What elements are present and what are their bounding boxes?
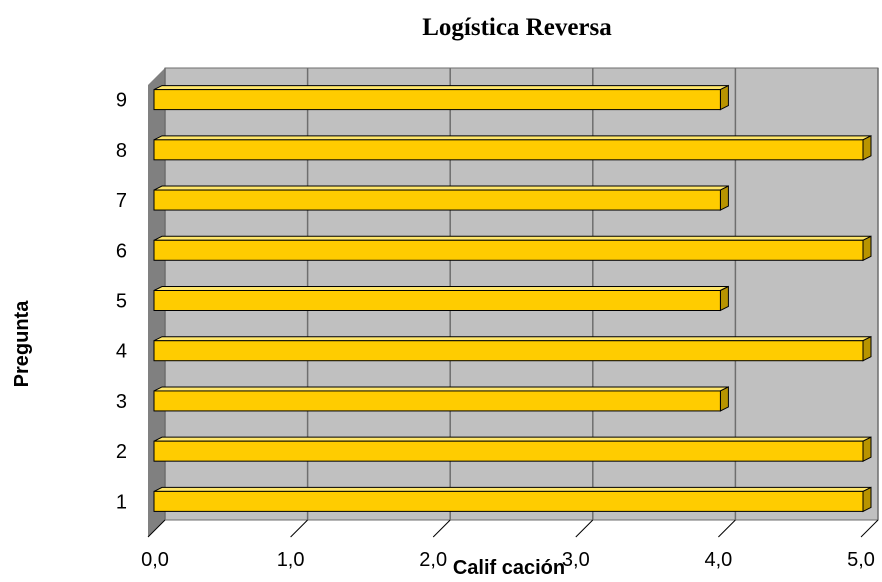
- bar: [153, 235, 872, 262]
- bar-front: [153, 239, 864, 261]
- y-tick-label: 7: [116, 190, 127, 212]
- bar-end: [862, 235, 872, 262]
- y-tick-label: 2: [116, 441, 127, 463]
- bar: [153, 84, 729, 111]
- x-tick-mark: [290, 519, 308, 538]
- bar-top: [153, 336, 872, 342]
- bar-end: [719, 386, 729, 412]
- y-tick-label: 6: [116, 240, 127, 262]
- y-tick-label: 3: [116, 391, 127, 413]
- bar-end: [862, 135, 872, 161]
- y-tick-label: 5: [116, 291, 127, 313]
- bar: [153, 185, 729, 211]
- x-tick-mark: [432, 519, 451, 538]
- bar-front: [153, 290, 721, 311]
- chart-title: Logística Reversa: [422, 14, 612, 41]
- bar-front: [153, 390, 721, 412]
- x-tick-label: 3,0: [562, 549, 590, 571]
- x-tick-mark: [575, 519, 594, 538]
- bar: [153, 285, 729, 312]
- bar-end: [862, 335, 872, 362]
- bar: [153, 135, 872, 161]
- bar-top: [153, 386, 729, 392]
- x-tick-label: 4,0: [704, 549, 732, 571]
- x-tick-label: 5,0: [847, 549, 875, 571]
- y-axis-title: Pregunta: [11, 300, 33, 388]
- x-tick-mark: [147, 519, 166, 538]
- bar: [153, 486, 872, 513]
- bar-front: [153, 189, 721, 211]
- y-tick-labels: 1 2 3 4 5 6 7 8 9: [116, 90, 127, 514]
- bar-top: [153, 85, 729, 91]
- x-axis-title: Calif cación: [453, 557, 565, 579]
- y-tick-label: 8: [116, 140, 127, 162]
- y-tick-label: 9: [116, 90, 127, 112]
- x-tick-label: 2,0: [419, 549, 447, 571]
- bar-end: [862, 436, 872, 462]
- bars: [153, 84, 872, 513]
- bar-top: [153, 436, 872, 442]
- bar-top: [153, 486, 872, 492]
- x-tick-label: 1,0: [277, 549, 305, 571]
- x-tick-mark: [860, 519, 879, 538]
- bar-front: [153, 440, 864, 462]
- bar-top: [153, 235, 872, 241]
- bar-front: [153, 490, 864, 512]
- bar-end: [719, 285, 729, 312]
- y-tick-label: 4: [116, 341, 127, 363]
- bar: [153, 335, 872, 362]
- bar-top: [153, 135, 872, 141]
- bar-front: [153, 340, 864, 362]
- bar: [153, 386, 729, 412]
- x-tick-mark: [718, 519, 736, 538]
- bar-end: [719, 185, 729, 211]
- bar-end: [719, 84, 729, 111]
- x-tick-label: 0,0: [141, 549, 169, 571]
- x-tick-labels: 0,0 1,0 2,0 3,0 4,0 5,0: [141, 549, 875, 571]
- bar-top: [153, 185, 729, 191]
- bar-end: [862, 486, 872, 513]
- bar-front: [153, 139, 864, 161]
- bar: [153, 436, 872, 462]
- bar-top: [153, 286, 729, 291]
- bar-front: [153, 89, 721, 111]
- y-tick-label: 1: [116, 491, 127, 513]
